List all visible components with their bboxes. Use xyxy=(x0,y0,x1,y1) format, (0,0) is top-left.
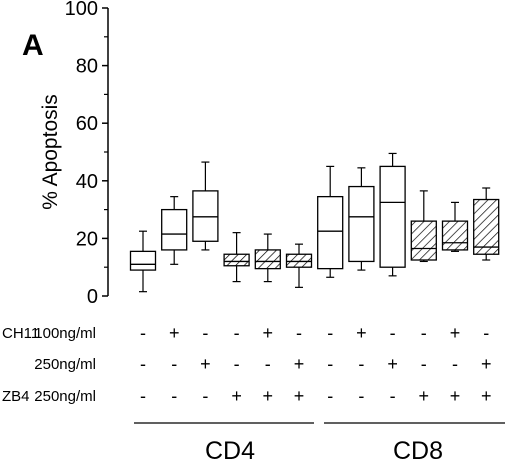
y-tick-label: 40 xyxy=(76,171,98,193)
minus-sign: - xyxy=(421,354,427,374)
y-tick-label: 20 xyxy=(76,228,98,250)
treatment-concentration-label: 100ng/ml xyxy=(34,325,96,342)
plus-sign: + xyxy=(450,386,461,406)
box-iqr xyxy=(192,190,219,242)
minus-sign: - xyxy=(234,354,240,374)
plus-sign: + xyxy=(481,386,492,406)
minus-sign: - xyxy=(140,323,146,343)
box-iqr xyxy=(223,253,250,267)
box-iqr xyxy=(379,165,406,268)
box-plot-3 xyxy=(192,161,219,251)
minus-sign: - xyxy=(265,354,271,374)
box-plot-5 xyxy=(254,233,281,283)
box-plot-12 xyxy=(473,187,500,261)
plus-sign: + xyxy=(263,386,274,406)
box-iqr xyxy=(410,220,437,261)
minus-sign: - xyxy=(171,354,177,374)
minus-sign: - xyxy=(421,323,427,343)
plus-sign: + xyxy=(200,354,211,374)
box-iqr xyxy=(348,185,375,263)
box-iqr xyxy=(317,195,344,270)
box-plot-2 xyxy=(161,196,188,265)
y-ticks: 0 20 40 60 80 100 xyxy=(65,0,108,308)
box-iqr xyxy=(441,220,469,251)
minus-sign: - xyxy=(483,323,489,343)
box-plot-7 xyxy=(317,165,344,278)
box-plot-8 xyxy=(348,167,375,271)
boxes xyxy=(129,152,500,293)
plus-sign: + xyxy=(169,323,180,343)
minus-sign: - xyxy=(327,323,333,343)
minus-sign: - xyxy=(202,386,208,406)
treatment-agent-label: CH11 xyxy=(2,325,39,342)
box-plot-1 xyxy=(129,230,157,293)
minus-sign: - xyxy=(202,323,208,343)
y-tick-label: 0 xyxy=(87,286,98,308)
box-plot-9 xyxy=(379,152,406,277)
panel-label: A xyxy=(22,29,44,62)
box-iqr xyxy=(161,208,188,251)
box-iqr xyxy=(473,198,500,255)
plus-sign: + xyxy=(419,386,430,406)
box-iqr xyxy=(254,249,281,270)
minus-sign: - xyxy=(171,386,177,406)
box-plot-6 xyxy=(285,243,313,288)
minus-sign: - xyxy=(358,354,364,374)
group-label-cd4: CD4 xyxy=(205,437,255,465)
group-label-cd8: CD8 xyxy=(393,437,443,465)
plus-sign: + xyxy=(294,354,305,374)
minus-sign: - xyxy=(390,386,396,406)
y-tick-label: 80 xyxy=(76,56,98,78)
minus-sign: - xyxy=(140,354,146,374)
plus-sign: + xyxy=(481,354,492,374)
plus-sign: + xyxy=(356,323,367,343)
treatment-concentration-label: 250ng/ml xyxy=(34,388,96,405)
minus-sign: - xyxy=(327,354,333,374)
minus-sign: - xyxy=(140,386,146,406)
plus-sign: + xyxy=(263,323,274,343)
y-axis-label: % Apoptosis xyxy=(39,94,62,210)
y-tick-label: 100 xyxy=(65,0,98,20)
box-iqr xyxy=(129,250,157,271)
plus-sign: + xyxy=(450,323,461,343)
y-tick-label: 60 xyxy=(76,113,98,135)
plus-sign: + xyxy=(387,354,398,374)
minus-sign: - xyxy=(390,323,396,343)
plus-sign: + xyxy=(294,386,305,406)
minus-sign: - xyxy=(296,323,302,343)
plus-sign: + xyxy=(231,386,242,406)
box-plot-10 xyxy=(410,190,437,263)
minus-sign: - xyxy=(452,354,458,374)
minus-sign: - xyxy=(234,323,240,343)
box-plot-11 xyxy=(441,201,469,252)
treatment-concentration-label: 250ng/ml xyxy=(34,356,96,373)
minus-sign: - xyxy=(327,386,333,406)
box-plot-4 xyxy=(223,232,250,283)
box-iqr xyxy=(285,253,313,268)
treatment-agent-label: ZB4 xyxy=(2,388,30,405)
minus-sign: - xyxy=(358,386,364,406)
